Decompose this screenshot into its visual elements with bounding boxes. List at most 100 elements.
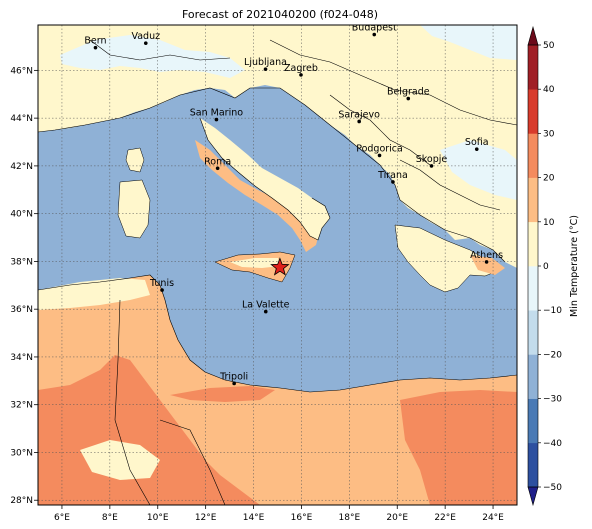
colorbar-segment bbox=[528, 266, 538, 311]
land-egypt-warm bbox=[400, 390, 517, 505]
city-dot bbox=[299, 73, 303, 77]
city-dot bbox=[263, 67, 268, 71]
colorbar-segment bbox=[528, 354, 538, 399]
land-libya-warm bbox=[170, 386, 275, 402]
city-label: Skopje bbox=[416, 154, 448, 165]
city-dot bbox=[377, 153, 382, 158]
city-vaduz[interactable]: Vaduz bbox=[131, 31, 160, 45]
city-label: Roma bbox=[204, 156, 231, 167]
lat-tick-label: 28°N bbox=[10, 496, 33, 506]
city-label: Athens bbox=[470, 250, 503, 261]
colorbar-label: Min Temperature (°C) bbox=[569, 215, 580, 317]
city-dot bbox=[357, 119, 361, 124]
land-sardinia bbox=[117, 179, 151, 239]
city-label: Vaduz bbox=[131, 31, 160, 42]
colorbar-segment bbox=[528, 442, 538, 488]
land-balkan-cold bbox=[440, 140, 517, 200]
land-sicily-interior bbox=[230, 258, 280, 268]
city-sofia[interactable]: Sofia bbox=[465, 137, 489, 151]
colorbar-tick-label: 40 bbox=[543, 85, 555, 95]
city-dot bbox=[214, 117, 219, 122]
city-label: Zagreb bbox=[284, 63, 318, 74]
figure-title: Forecast of 2021040200 (f024-048) bbox=[182, 8, 378, 21]
lat-tick-label: 38°N bbox=[10, 257, 33, 267]
city-dot bbox=[143, 41, 148, 45]
land-greece-warm bbox=[470, 255, 505, 275]
city-san-marino[interactable]: San Marino bbox=[190, 108, 243, 122]
colorbar-tick-label: −30 bbox=[543, 395, 562, 405]
city-athens[interactable]: Athens bbox=[470, 250, 503, 264]
lat-tick-label: 40°N bbox=[10, 210, 33, 220]
colorbar-tick-label: 20 bbox=[543, 174, 555, 184]
city-belgrade[interactable]: Belgrade bbox=[387, 87, 430, 101]
city-roma[interactable]: Roma bbox=[204, 156, 231, 171]
lon-tick-label: 8°E bbox=[102, 513, 118, 523]
colorbar-segment bbox=[528, 133, 538, 178]
land-italy bbox=[200, 118, 330, 240]
city-label: La Valette bbox=[242, 300, 290, 311]
location-marker[interactable] bbox=[270, 257, 290, 276]
city-label: Tripoli bbox=[219, 371, 248, 382]
colorbar-max-extension bbox=[527, 25, 539, 46]
lon-tick-label: 22°E bbox=[434, 513, 456, 523]
city-dot bbox=[484, 260, 489, 264]
colorbar-segment bbox=[528, 310, 538, 355]
land-greece bbox=[394, 224, 501, 293]
lon-tick-label: 20°E bbox=[386, 513, 408, 523]
city-label: San Marino bbox=[190, 108, 243, 119]
city-label: Sofia bbox=[465, 137, 489, 148]
lon-tick-label: 14°E bbox=[243, 513, 265, 523]
lon-tick-label: 10°E bbox=[147, 513, 169, 523]
latitude-ticks: 46°N 44°N 42°N 40°N 38°N 36°N 34°N 32°N 30°N 28°N bbox=[10, 66, 38, 506]
colorbar-tick-label: 30 bbox=[543, 129, 555, 139]
land-alps-cold bbox=[60, 35, 245, 78]
city-label: Tunis bbox=[149, 278, 174, 289]
city-label: Sarajevo bbox=[338, 109, 380, 120]
city-podgorica[interactable]: Podgorica bbox=[356, 143, 403, 158]
city-tripoli[interactable]: Tripoli bbox=[219, 371, 248, 386]
city-dot bbox=[215, 166, 220, 171]
colorbar-segment bbox=[528, 45, 538, 90]
colorbar-tick-label: 0 bbox=[543, 262, 549, 272]
city-dot bbox=[263, 309, 268, 314]
colorbar-segment bbox=[528, 177, 538, 223]
longitude-ticks: 6°E 8°E 10°E 12°E 14°E 16°E 18°E 20°E 22°E 24°E bbox=[54, 505, 504, 523]
city-dot bbox=[232, 381, 236, 386]
city-label: Ljubljana bbox=[244, 57, 287, 68]
lat-tick-label: 42°N bbox=[10, 162, 33, 172]
city-budapest[interactable]: Budapest bbox=[352, 23, 397, 37]
lon-tick-label: 24°E bbox=[482, 513, 504, 523]
map-frame bbox=[37, 24, 518, 506]
land-africa-mild-patch bbox=[80, 440, 160, 480]
city-zagreb[interactable]: Zagreb bbox=[284, 63, 318, 77]
city-dot bbox=[93, 45, 98, 50]
land-africa-coast-cool bbox=[38, 278, 150, 310]
city-sarajevo[interactable]: Sarajevo bbox=[338, 109, 380, 124]
city-dot bbox=[372, 32, 377, 37]
lon-tick-label: 16°E bbox=[291, 513, 313, 523]
borders bbox=[38, 39, 517, 505]
city-tunis[interactable]: Tunis bbox=[149, 278, 174, 292]
city-dot bbox=[406, 96, 411, 101]
city-ljubljana[interactable]: Ljubljana bbox=[244, 57, 287, 71]
colorbar-segment bbox=[528, 89, 538, 134]
city-bern[interactable]: Bern bbox=[84, 36, 107, 50]
lat-tick-label: 30°N bbox=[10, 448, 33, 458]
city-label: Belgrade bbox=[387, 87, 430, 98]
colorbar-tick-label: 10 bbox=[543, 218, 555, 228]
colorbar-segment bbox=[528, 221, 538, 267]
city-skopje[interactable]: Skopje bbox=[416, 154, 448, 168]
lon-tick-label: 6°E bbox=[54, 513, 70, 523]
colorbar-tick-label: −40 bbox=[543, 439, 562, 449]
colorbar: 50 40 30 20 10 0 −10 −20 −30 −40 −50 bbox=[527, 25, 562, 507]
lon-tick-label: 18°E bbox=[339, 513, 361, 523]
city-la-valette[interactable]: La Valette bbox=[242, 300, 290, 314]
city-label: Budapest bbox=[352, 23, 397, 34]
city-tirana[interactable]: Tirana bbox=[377, 170, 408, 184]
colorbar-tick-label: 50 bbox=[543, 41, 555, 51]
city-dot bbox=[474, 147, 479, 151]
colorbar-tick-label: −10 bbox=[543, 306, 562, 316]
